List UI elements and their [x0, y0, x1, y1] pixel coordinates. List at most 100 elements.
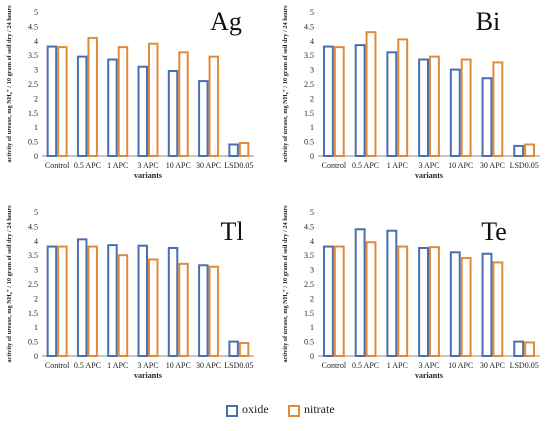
legend-label-oxide: oxide	[242, 402, 269, 416]
y-tick-label: 4	[34, 237, 38, 246]
y-tick-label: 0	[310, 352, 314, 361]
y-tick-label: 3	[34, 266, 38, 275]
y-tick-label: 2.5	[304, 80, 314, 89]
category-label: 0.5 APC	[74, 161, 101, 170]
bar-nitrate	[333, 46, 345, 157]
y-tick-label: 1.5	[304, 109, 314, 118]
y-tick-label: 2	[34, 94, 38, 103]
y-tick-label: 5	[310, 8, 314, 17]
category-label: Control	[322, 161, 347, 170]
y-tick-label: 0	[34, 152, 38, 161]
x-axis-label: variants	[134, 171, 162, 180]
bar-nitrate	[208, 265, 220, 357]
bar-nitrate	[429, 55, 440, 157]
category-label: 3 APC	[418, 361, 439, 370]
category-label: 10 APC	[448, 361, 473, 370]
bar-nitrate	[492, 261, 504, 357]
y-tick-label: 4	[34, 37, 38, 46]
bar-nitrate	[117, 46, 129, 157]
category-label: 30 APC	[480, 361, 505, 370]
x-axis-label: variants	[415, 171, 443, 180]
panel-title: Ag	[210, 7, 242, 36]
bar-nitrate	[238, 342, 250, 358]
bar-oxide	[228, 143, 239, 157]
bar-oxide	[322, 245, 334, 357]
category-label: 1 APC	[387, 161, 408, 170]
category-label: 10 APC	[166, 361, 191, 370]
y-tick-label: 2	[310, 294, 314, 303]
bar-oxide	[354, 44, 366, 157]
bar-oxide	[228, 340, 239, 358]
bar-oxide	[137, 244, 149, 357]
category-label: 1 APC	[387, 361, 408, 370]
y-tick-label: 3	[310, 266, 314, 275]
bar-nitrate	[87, 245, 98, 357]
bar-oxide	[322, 45, 334, 158]
y-axis-label: activity of urease, mg NH₄⁺ / 10 gram of…	[6, 5, 13, 163]
category-label: 1 APC	[107, 161, 128, 170]
bar-nitrate	[524, 341, 536, 357]
y-tick-label: 0.5	[28, 138, 38, 147]
bar-oxide	[137, 65, 149, 157]
y-tick-label: 4.5	[304, 22, 314, 31]
category-label: LSD0.05	[510, 161, 539, 170]
category-label: 30 APC	[196, 161, 221, 170]
bar-oxide	[76, 55, 88, 157]
category-label: Control	[45, 161, 70, 170]
y-tick-label: 3	[310, 66, 314, 75]
y-tick-label: 1.5	[28, 309, 38, 318]
y-tick-label: 1.5	[28, 109, 38, 118]
bar-oxide	[449, 68, 461, 157]
category-label: 10 APC	[448, 161, 473, 170]
legend-label-nitrate: nitrate	[304, 402, 335, 416]
y-tick-label: 1	[34, 323, 38, 332]
bar-nitrate	[87, 36, 98, 157]
y-tick-label: 4	[310, 37, 314, 46]
category-label: 0.5 APC	[352, 361, 379, 370]
bar-nitrate	[397, 245, 409, 357]
panel-title: Te	[481, 217, 507, 246]
category-label: Control	[45, 361, 70, 370]
x-axis-label: variants	[134, 371, 162, 380]
legend: oxide nitrate	[0, 400, 550, 422]
y-tick-label: 5	[34, 8, 38, 17]
bar-oxide	[107, 58, 118, 158]
y-tick-label: 3.5	[304, 51, 314, 60]
bar-nitrate	[57, 46, 68, 157]
bar-oxide	[354, 228, 366, 357]
y-tick-label: 1.5	[304, 309, 314, 318]
category-label: 3 APC	[137, 361, 158, 370]
bar-oxide	[167, 70, 179, 157]
bar-oxide	[386, 51, 398, 157]
bar-nitrate	[178, 262, 189, 357]
y-tick-label: 1	[34, 123, 38, 132]
y-tick-label: 5	[34, 208, 38, 217]
bar-oxide	[513, 144, 525, 157]
y-tick-label: 3	[34, 66, 38, 75]
y-tick-label: 4	[310, 237, 314, 246]
y-tick-label: 4.5	[304, 222, 314, 231]
category-label: 0.5 APC	[352, 161, 379, 170]
x-axis-label: variants	[415, 371, 443, 380]
bar-nitrate	[492, 61, 504, 157]
bar-nitrate	[238, 142, 250, 157]
y-tick-label: 3.5	[28, 51, 38, 60]
bar-oxide	[76, 238, 88, 357]
bar-nitrate	[57, 245, 68, 357]
bar-nitrate	[117, 254, 129, 357]
bar-nitrate	[208, 55, 220, 157]
y-tick-label: 4.5	[28, 22, 38, 31]
category-label: 3 APC	[137, 161, 158, 170]
bar-oxide	[198, 80, 209, 157]
y-tick-label: 1	[310, 323, 314, 332]
y-tick-label: 2	[34, 294, 38, 303]
category-label: 10 APC	[166, 161, 191, 170]
legend-swatch-nitrate	[288, 405, 300, 417]
bar-oxide	[198, 264, 209, 357]
panel-title: Tl	[220, 217, 243, 246]
bar-oxide	[107, 244, 118, 357]
category-label: LSD0.05	[224, 161, 253, 170]
y-tick-label: 3.5	[304, 251, 314, 260]
